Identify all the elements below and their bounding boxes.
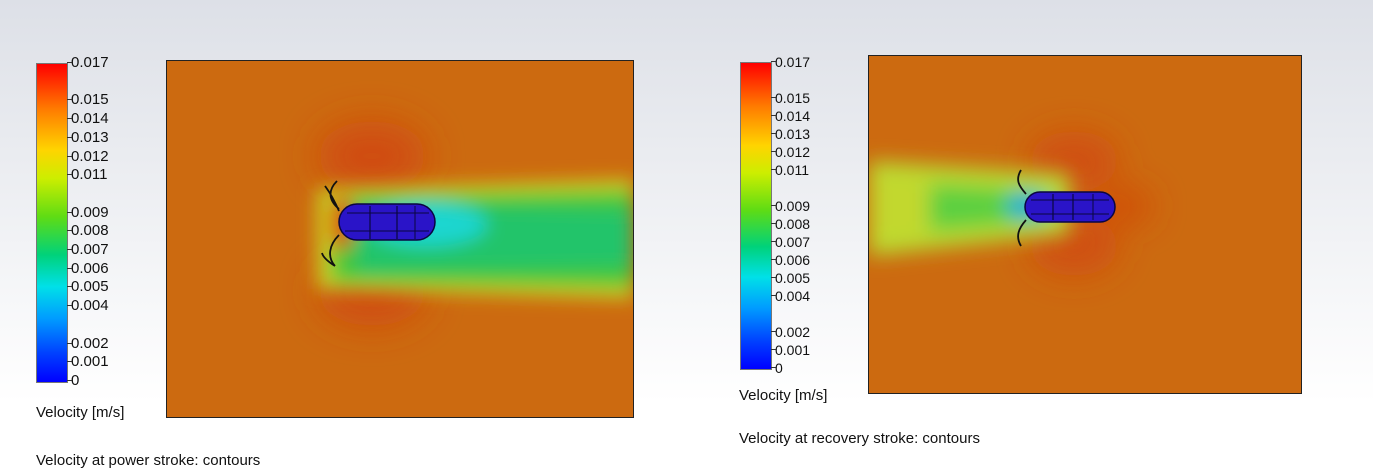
colorbar-tick-label: 0.006 [771,252,845,268]
recovery-stroke-panel: 0.017 0.015 0.014 0.013 0.012 0.011 0.009 0.008… [687,0,1373,474]
colorbar-tick-label: 0.005 [67,279,141,295]
power-stroke-panel: 0.017 0.015 0.014 0.013 0.012 0.011 0.009 0.008… [0,0,687,474]
colorbar [740,62,772,370]
colorbar-tick-label: 0.013 [771,126,845,142]
colorbar-tick-label: 0.008 [771,216,845,232]
velocity-contour-plot [166,60,634,418]
colorbar-tick-label: 0.009 [67,204,141,221]
colorbar-tick-label: 0.008 [67,223,141,239]
colorbar-tick-label: 0.011 [67,167,141,183]
colorbar-tick-label: 0.002 [771,324,845,340]
colorbar-tick-label: 0.001 [67,354,141,370]
colorbar-tick-label: 0.004 [771,288,845,304]
colorbar-tick-label: 0.015 [771,90,845,106]
colorbar-label: Velocity [m/s] [739,387,828,404]
colorbar-tick-label: 0.001 [771,342,845,358]
colorbar [36,63,68,383]
colorbar-label: Velocity [m/s] [36,404,125,421]
colorbar-tick-label: 0.013 [67,129,141,146]
colorbar-tick-label: 0.012 [771,144,845,160]
colorbar-tick-label: 0.017 [771,54,845,70]
robot-body [321,180,436,267]
colorbar-tick-label: 0 [67,373,141,389]
colorbar-tick-label: 0 [771,360,845,376]
colorbar-tick-label: 0.011 [771,162,845,178]
velocity-contour-plot [868,55,1302,394]
colorbar-tick-label: 0.004 [67,298,141,314]
colorbar-tick-label: 0.002 [67,335,141,352]
colorbar-tick-label: 0.014 [771,108,845,124]
colorbar-tick-label: 0.014 [67,111,141,127]
colorbar-tick-label: 0.007 [67,242,141,258]
figure-caption: Velocity at power stroke: contours [36,452,261,469]
figure-caption: Velocity at recovery stroke: contours [739,430,980,447]
colorbar-tick-label: 0.007 [771,234,845,250]
colorbar-tick-label: 0.006 [67,260,141,277]
robot-body [1017,169,1116,247]
colorbar-tick-label: 0.009 [771,198,845,214]
colorbar-tick-label: 0.012 [67,148,141,165]
colorbar-tick-label: 0.005 [771,270,845,286]
colorbar-tick-label: 0.015 [67,92,141,108]
colorbar-tick-label: 0.017 [67,55,141,71]
